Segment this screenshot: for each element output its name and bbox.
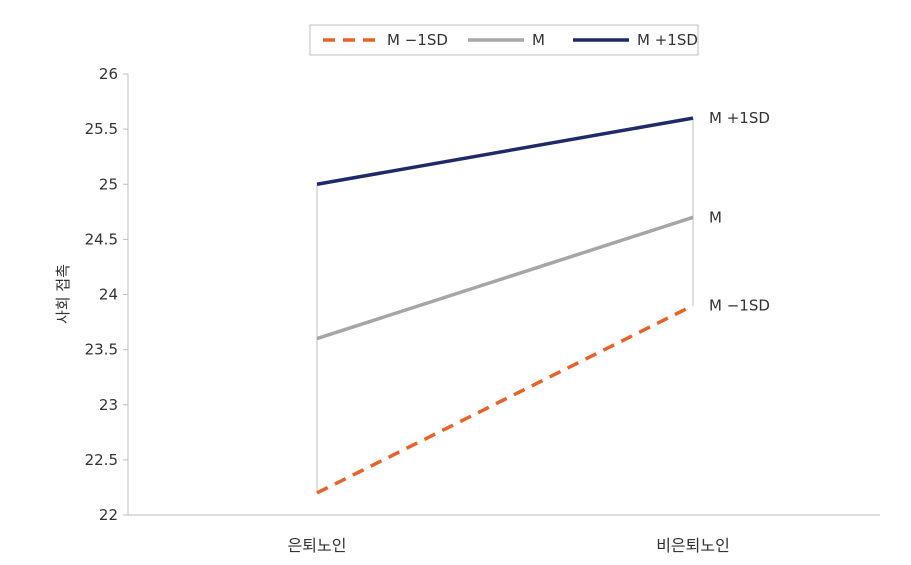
series-line — [316, 215, 694, 341]
x-tick-label: 은퇴노인 — [288, 536, 347, 555]
y-tick-label: 25.5 — [85, 120, 118, 138]
legend-label: M — [532, 31, 545, 49]
series-end-label: M −1SD — [709, 297, 770, 315]
y-tick-label: 25 — [99, 175, 118, 193]
series-line — [316, 116, 694, 186]
series-end-label: M — [709, 208, 722, 226]
y-tick-label: 24 — [99, 286, 118, 304]
legend-label: M +1SD — [637, 31, 698, 49]
legend: M −1SD M M +1SD — [309, 24, 699, 56]
y-tick-label: 22 — [99, 506, 118, 524]
y-tick-label: 23.5 — [85, 341, 118, 359]
legend-label: M −1SD — [387, 31, 448, 49]
y-axis-title: 사회 접촉 — [54, 264, 72, 324]
y-tick-label: 22.5 — [85, 451, 118, 469]
y-tick-label: 24.5 — [85, 230, 118, 248]
y-tick-label: 26 — [99, 65, 118, 83]
x-tick-label: 비은퇴노인 — [656, 536, 730, 555]
y-axis: 22 22.5 23 23.5 24 24.5 25 25.5 26 — [85, 65, 129, 524]
x-axis: 은퇴노인 비은퇴노인 — [128, 514, 880, 555]
series-group — [316, 116, 694, 495]
y-tick-label: 23 — [99, 396, 118, 414]
series-line — [316, 303, 694, 495]
end-labels: M −1SD M M +1SD — [709, 109, 770, 314]
series-end-label: M +1SD — [709, 109, 770, 127]
